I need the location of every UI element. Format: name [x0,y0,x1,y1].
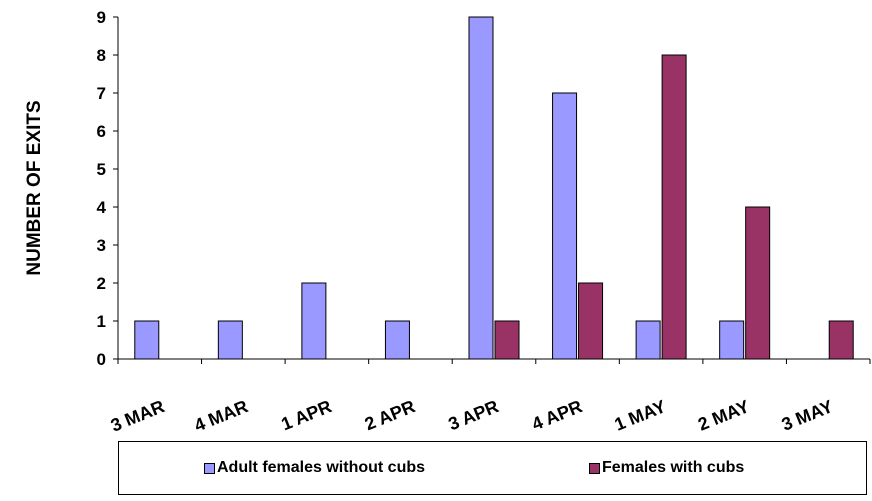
y-tick-label-7: 7 [97,84,106,103]
legend-item-series-1: Adult females without cubs [204,459,425,477]
bar-series-1-2-apr [384,320,410,360]
legend-label-series-1: Adult females without cubs [217,459,426,476]
y-tick-label-6: 6 [97,122,106,141]
plot-area: 0 1 2 3 4 5 6 7 8 9 3 MAR 4 MAR 1 APR 2 APR 3 APR 4 APR… [97,8,871,436]
y-tick-label-3: 3 [97,236,106,255]
x-tick-label-1-may: 1 MAY [612,396,669,435]
y-tick-label-5: 5 [97,160,106,179]
bar-series-2-4-apr [578,282,604,360]
y-tick-label-8: 8 [97,46,106,65]
x-tick-label-3-may: 3 MAY [779,396,836,435]
y-tick-label-1: 1 [97,312,106,331]
x-tick-label-4-apr: 4 APR [529,396,585,434]
legend-swatch-series-1 [204,462,215,474]
legend-swatch-series-2 [589,462,600,474]
x-tick-label-2-may: 2 MAY [695,396,752,435]
x-tick-label-2-apr: 2 APR [362,396,418,434]
bar-series-1-1-may [635,320,661,360]
bar-series-1-4-apr [552,92,578,360]
y-axis-title: NUMBER OF EXITS [24,100,45,275]
bar-series-1-3-apr [468,16,494,360]
y-axis-title-group: NUMBER OF EXITS [24,100,45,275]
bar-series-2-1-may [661,54,687,360]
legend: Adult females without cubs Females with … [118,441,867,495]
legend-label-series-2: Females with cubs [602,459,745,476]
y-tick-label-0: 0 [97,350,106,369]
bar-series-1-3-mar [134,320,160,360]
x-tick-label-4-mar: 4 MAR [191,396,250,436]
x-tick-label-3-apr: 3 APR [445,396,501,434]
x-tick-label-1-apr: 1 APR [278,396,334,434]
bar-series-2-3-may [828,320,854,360]
bar-series-2-2-may [745,206,771,360]
y-tick-label-4: 4 [97,198,107,217]
y-tick-label-9: 9 [97,8,106,27]
y-tick-label-2: 2 [97,274,106,293]
bar-series-1-1-apr [301,282,327,360]
legend-item-series-2: Females with cubs [589,459,744,477]
bar-series-1-2-may [719,320,745,360]
bar-series-2-3-apr [494,320,520,360]
bar-series-1-4-mar [217,320,243,360]
x-tick-label-3-mar: 3 MAR [108,396,167,436]
